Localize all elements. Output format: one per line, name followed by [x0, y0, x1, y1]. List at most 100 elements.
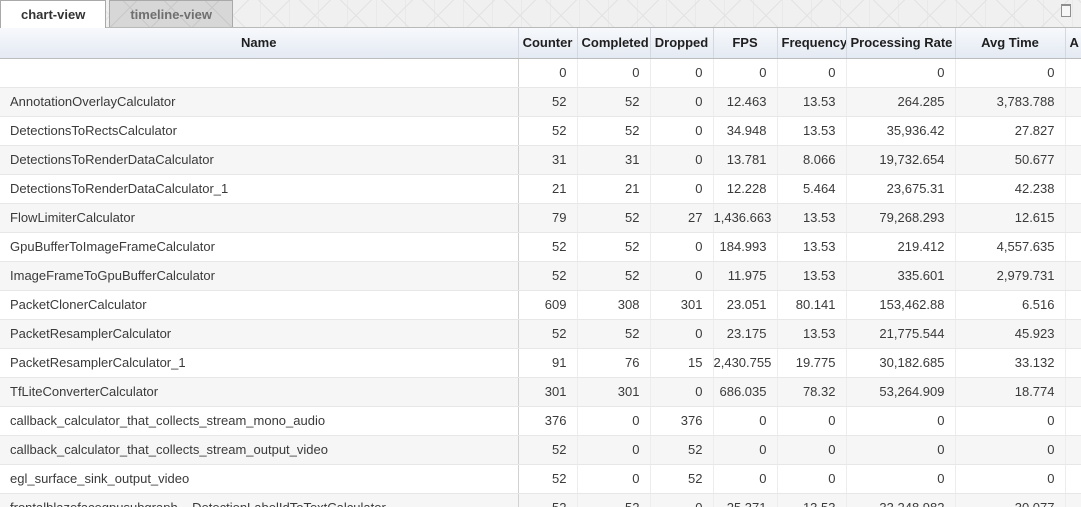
fps-cell: 0	[712, 406, 777, 436]
dropped-cell: 15	[649, 348, 713, 378]
avg-time-cell: 30.077	[954, 493, 1065, 507]
overflow-cell	[1064, 348, 1081, 378]
counter-cell: 301	[517, 377, 577, 407]
counter-cell: 21	[517, 174, 577, 204]
overflow-cell	[1064, 87, 1081, 117]
overflow-cell	[1064, 203, 1081, 233]
tab-strip: chart-view timeline-view	[0, 0, 1081, 28]
processing-rate-cell: 0	[845, 464, 955, 494]
column-header-dropped: Dropped	[649, 28, 713, 59]
table-row[interactable]: frontalblazefacegpusubgraph__DetectionLa…	[0, 493, 1081, 507]
calculator-name-cell	[0, 58, 518, 88]
completed-cell: 301	[576, 377, 650, 407]
processing-rate-cell: 0	[845, 406, 955, 436]
fps-cell: 0	[712, 58, 777, 88]
fps-cell: 13.781	[712, 145, 777, 175]
avg-time-cell: 50.677	[954, 145, 1065, 175]
column-header-fps: FPS	[712, 28, 777, 59]
table-row[interactable]: FlowLimiterCalculator 79 52 27 1,436.663…	[0, 203, 1081, 233]
table-row[interactable]: 0 0 0 0 0 0 0	[0, 58, 1081, 88]
counter-cell: 52	[517, 116, 577, 146]
table-row[interactable]: PacketClonerCalculator 609 308 301 23.05…	[0, 290, 1081, 320]
calculator-name-cell: callback_calculator_that_collects_stream…	[0, 406, 518, 436]
processing-rate-cell: 0	[845, 435, 955, 465]
fps-cell: 25.371	[712, 493, 777, 507]
frequency-cell: 13.53	[776, 493, 846, 507]
completed-cell: 0	[576, 435, 650, 465]
overflow-cell	[1064, 116, 1081, 146]
avg-time-cell: 27.827	[954, 116, 1065, 146]
calculator-name-cell: ImageFrameToGpuBufferCalculator	[0, 261, 518, 291]
completed-cell: 308	[576, 290, 650, 320]
table-row[interactable]: DetectionsToRenderDataCalculator_1 21 21…	[0, 174, 1081, 204]
column-header-frequency: Frequency	[776, 28, 846, 59]
table-row[interactable]: PacketResamplerCalculator_1 91 76 15 2,4…	[0, 348, 1081, 378]
counter-cell: 0	[517, 58, 577, 88]
fps-cell: 12.463	[712, 87, 777, 117]
fps-cell: 184.993	[712, 232, 777, 262]
frequency-cell: 8.066	[776, 145, 846, 175]
calculator-stats-table: Name Counter Completed Dropped FPS Frequ…	[0, 28, 1081, 507]
processing-rate-cell: 264.285	[845, 87, 955, 117]
processing-rate-cell: 30,182.685	[845, 348, 955, 378]
column-header-name: Name	[0, 28, 518, 59]
table-row[interactable]: callback_calculator_that_collects_stream…	[0, 435, 1081, 465]
frequency-cell: 13.53	[776, 87, 846, 117]
frequency-cell: 13.53	[776, 319, 846, 349]
table-row[interactable]: GpuBufferToImageFrameCalculator 52 52 0 …	[0, 232, 1081, 262]
counter-cell: 52	[517, 493, 577, 507]
fps-cell: 2,430.755	[712, 348, 777, 378]
fps-cell: 34.948	[712, 116, 777, 146]
frequency-cell: 0	[776, 406, 846, 436]
column-header-avg-time: Avg Time	[954, 28, 1065, 59]
table-row[interactable]: DetectionsToRenderDataCalculator 31 31 0…	[0, 145, 1081, 175]
processing-rate-cell: 19,732.654	[845, 145, 955, 175]
calculator-name-cell: DetectionsToRenderDataCalculator	[0, 145, 518, 175]
frequency-cell: 13.53	[776, 116, 846, 146]
completed-cell: 52	[576, 319, 650, 349]
completed-cell: 52	[576, 493, 650, 507]
fps-cell: 686.035	[712, 377, 777, 407]
counter-cell: 609	[517, 290, 577, 320]
frequency-cell: 0	[776, 58, 846, 88]
avg-time-cell: 0	[954, 464, 1065, 494]
processing-rate-cell: 21,775.544	[845, 319, 955, 349]
table-row[interactable]: ImageFrameToGpuBufferCalculator 52 52 0 …	[0, 261, 1081, 291]
column-header-processing-rate: Processing Rate	[845, 28, 955, 59]
table-row[interactable]: callback_calculator_that_collects_stream…	[0, 406, 1081, 436]
dropped-cell: 0	[649, 232, 713, 262]
frequency-cell: 0	[776, 435, 846, 465]
dropped-cell: 52	[649, 464, 713, 494]
processing-rate-cell: 219.412	[845, 232, 955, 262]
completed-cell: 52	[576, 116, 650, 146]
fps-cell: 0	[712, 435, 777, 465]
completed-cell: 52	[576, 87, 650, 117]
table-row[interactable]: DetectionsToRectsCalculator 52 52 0 34.9…	[0, 116, 1081, 146]
dropped-cell: 0	[649, 493, 713, 507]
avg-time-cell: 33.132	[954, 348, 1065, 378]
fps-cell: 23.051	[712, 290, 777, 320]
counter-cell: 376	[517, 406, 577, 436]
dropped-cell: 52	[649, 435, 713, 465]
dropped-cell: 301	[649, 290, 713, 320]
overflow-cell	[1064, 406, 1081, 436]
completed-cell: 0	[576, 464, 650, 494]
column-header-completed: Completed	[576, 28, 650, 59]
calculator-name-cell: DetectionsToRenderDataCalculator_1	[0, 174, 518, 204]
maximize-icon[interactable]	[1061, 4, 1071, 17]
table-row[interactable]: PacketResamplerCalculator 52 52 0 23.175…	[0, 319, 1081, 349]
tab-timeline-view[interactable]: timeline-view	[109, 0, 233, 28]
counter-cell: 52	[517, 232, 577, 262]
table-row[interactable]: AnnotationOverlayCalculator 52 52 0 12.4…	[0, 87, 1081, 117]
table-row[interactable]: egl_surface_sink_output_video 52 0 52 0 …	[0, 464, 1081, 494]
column-header-overflow: A	[1064, 28, 1081, 59]
tab-chart-view[interactable]: chart-view	[0, 0, 107, 28]
overflow-cell	[1064, 145, 1081, 175]
avg-time-cell: 0	[954, 406, 1065, 436]
table-row[interactable]: TfLiteConverterCalculator 301 301 0 686.…	[0, 377, 1081, 407]
avg-time-cell: 6.516	[954, 290, 1065, 320]
frequency-cell: 80.141	[776, 290, 846, 320]
dropped-cell: 0	[649, 145, 713, 175]
avg-time-cell: 2,979.731	[954, 261, 1065, 291]
dropped-cell: 0	[649, 261, 713, 291]
